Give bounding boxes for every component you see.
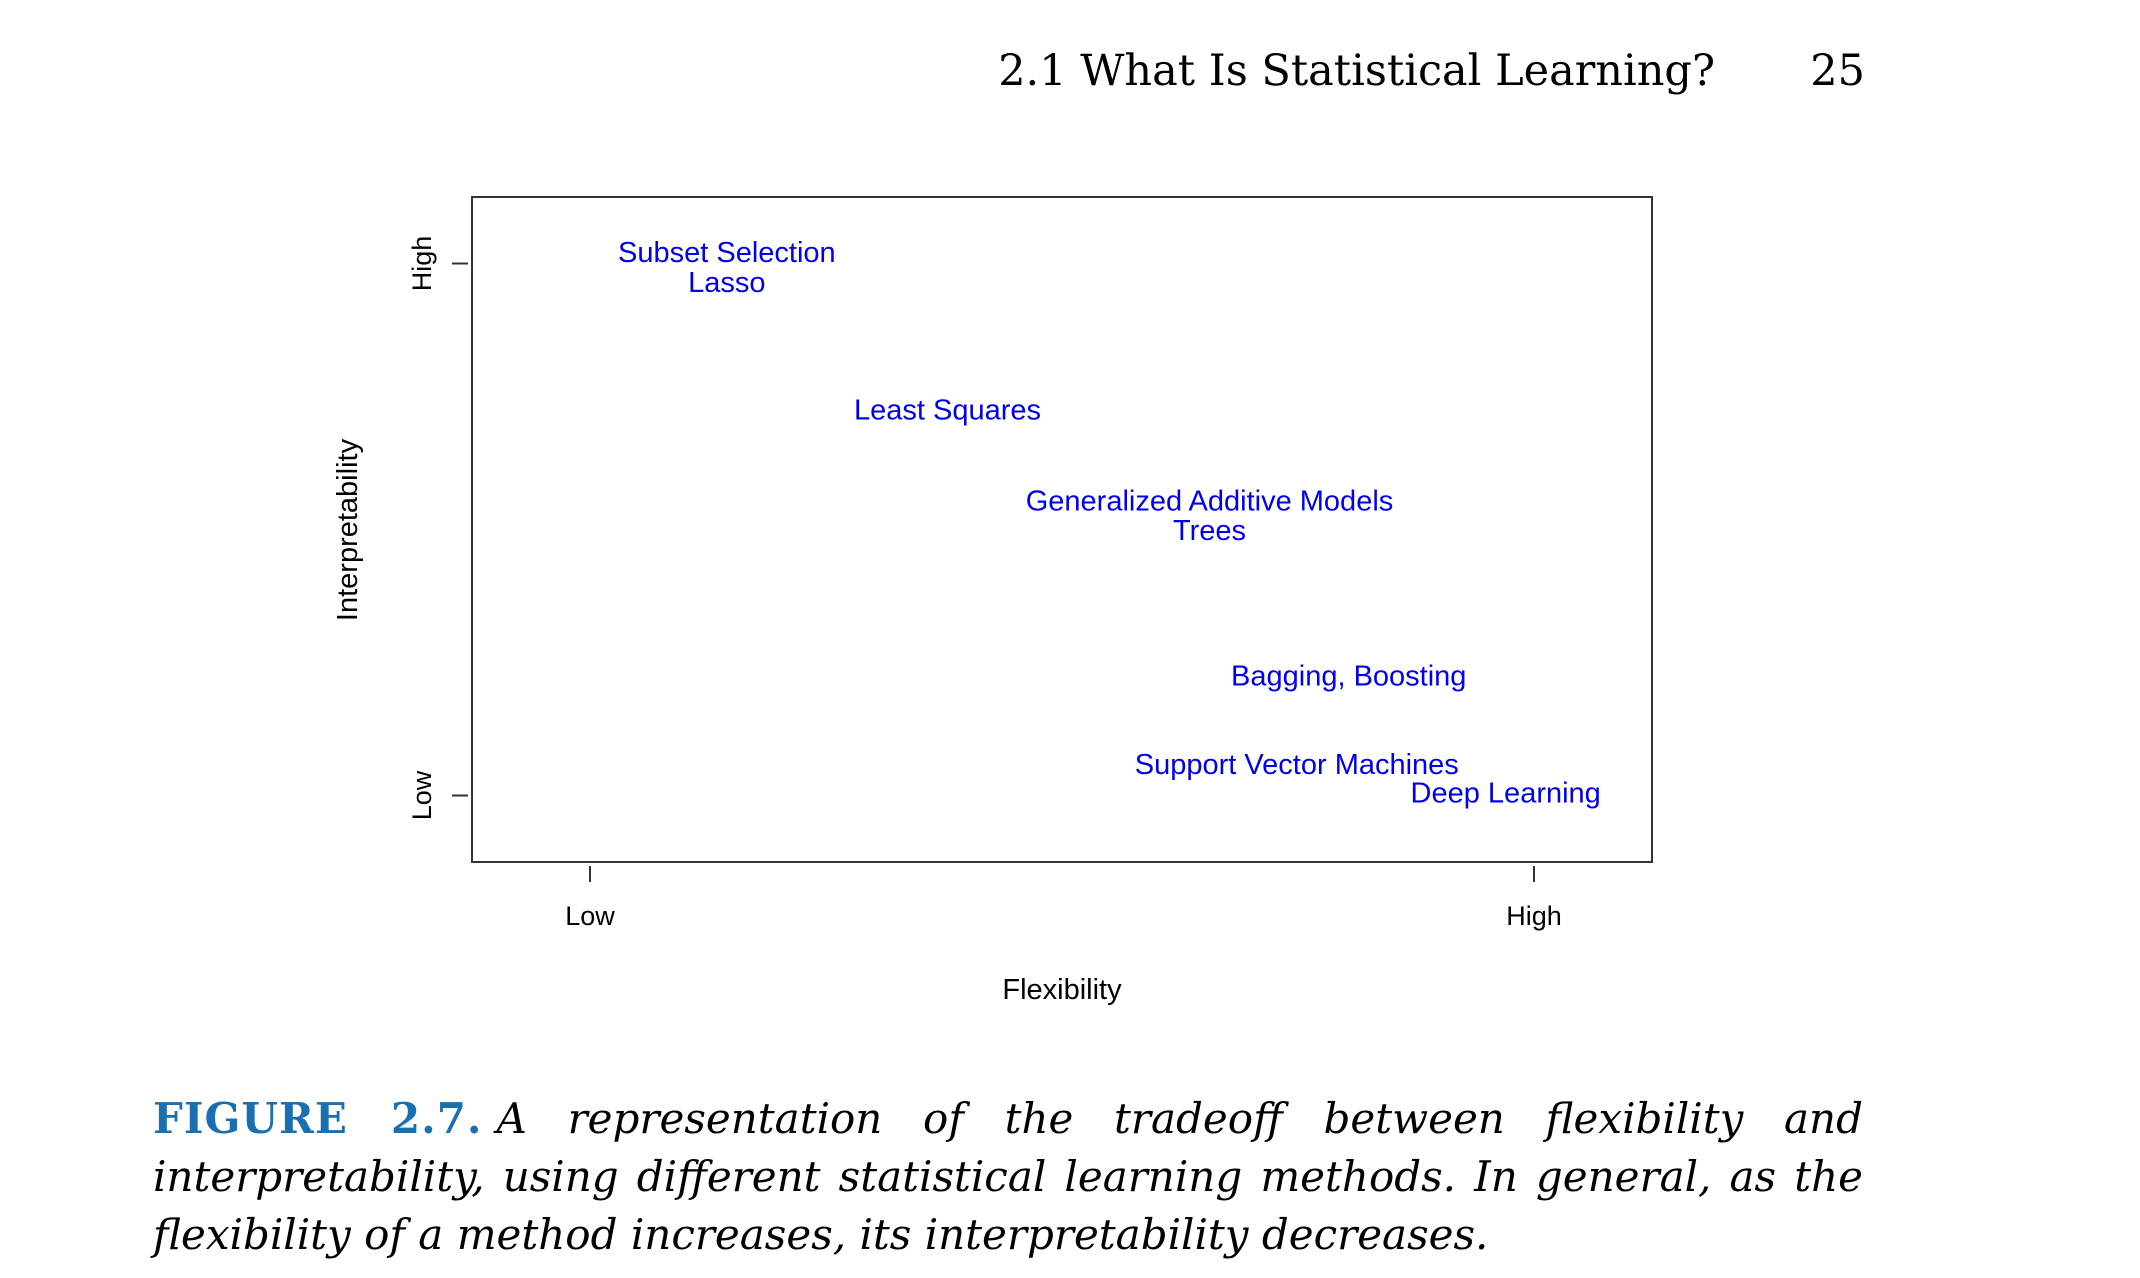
method-label: Least Squares bbox=[854, 394, 1041, 426]
method-label: Generalized Additive Models bbox=[1026, 486, 1394, 518]
figure-caption: FIGURE 2.7. A representation of the trade… bbox=[153, 1090, 1863, 1264]
figure-label: FIGURE 2.7. bbox=[153, 1094, 483, 1143]
y-tick-label: High bbox=[407, 236, 437, 292]
x-axis: Low High bbox=[565, 866, 1562, 931]
figure-caption-text: A representation of the tradeoff between… bbox=[153, 1094, 1863, 1259]
method-label: Lasso bbox=[688, 267, 765, 299]
y-axis: Low High bbox=[407, 236, 468, 820]
section-title: 2.1 What Is Statistical Learning? bbox=[998, 46, 1715, 96]
x-tick-label: High bbox=[1506, 901, 1562, 931]
method-label: Subset Selection bbox=[618, 237, 836, 269]
y-axis-title: Interpretability bbox=[332, 438, 364, 621]
method-label: Trees bbox=[1173, 515, 1246, 547]
running-header: 2.1 What Is Statistical Learning? 25 bbox=[0, 36, 1865, 106]
x-axis-title: Flexibility bbox=[1002, 974, 1122, 1006]
x-tick-label: Low bbox=[565, 901, 615, 931]
method-label: Bagging, Boosting bbox=[1231, 660, 1466, 692]
plot-frame bbox=[471, 196, 1653, 863]
method-label: Support Vector Machines bbox=[1135, 749, 1459, 781]
method-label: Deep Learning bbox=[1411, 777, 1601, 809]
page-number: 25 bbox=[1810, 46, 1865, 96]
y-tick-label: Low bbox=[407, 770, 437, 820]
